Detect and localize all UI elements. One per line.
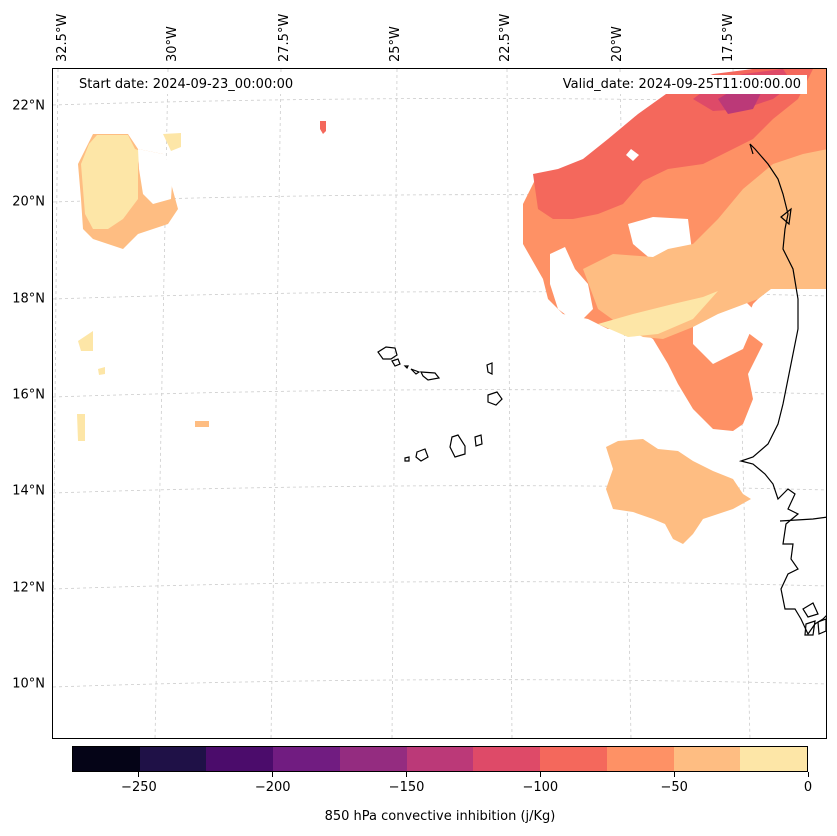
island-santo-antao [377,346,398,360]
lon-label: 25°W [388,26,403,62]
parallel-line [53,98,826,106]
island-maio [474,434,483,447]
cin-patch [163,133,181,151]
island-sal [486,362,493,375]
colorbar-tick [272,772,274,777]
map-panel[interactable] [52,68,827,739]
cin-patch [195,421,209,427]
lon-label: 30°W [165,26,180,62]
cin-patch [320,121,326,134]
colorbar-tick-label: −250 [121,780,157,795]
colorbar-swatch [406,747,474,771]
lat-label: 20°N [12,194,45,210]
island-boa-vista [487,391,503,406]
island-sao-vicente [391,358,401,367]
colorbar-tick-label: 0 [803,780,813,795]
cin-patch [77,414,85,441]
meridian-line [53,69,59,673]
gambia-river [779,516,826,522]
cin-gap [626,149,639,161]
colorbar-swatch [473,747,541,771]
parallel-line [53,581,826,590]
colorbar-swatch [606,747,674,771]
parallel-line [53,389,826,398]
coastlines [377,143,826,636]
colorbar-swatch [540,747,607,771]
lat-label: 22°N [12,98,45,114]
island-sao-nicolau [410,368,421,375]
colorbar-tick-label: −200 [254,780,291,795]
lat-label: 10°N [12,676,45,692]
cin-band-light [583,149,826,339]
island-fogo [415,448,429,462]
parallel-line [53,485,826,494]
lon-label: 22.5°W [498,13,513,62]
colorbar-swatch [673,747,741,771]
start-date-label: Start date: 2024-09-23_00:00:00 [73,75,300,94]
colorbar-tick [807,772,809,777]
lon-label: 17.5°W [721,13,736,62]
cin-region-west-inner [81,135,141,229]
colorbar-title: 850 hPa convective inhibition (j/Kg) [324,809,556,824]
west-africa-coastline [738,143,826,636]
colorbar-tick [406,772,408,777]
map-canvas [53,69,826,738]
meridian-line [506,69,513,738]
cin-contours [77,69,826,544]
cin-region-south-outer [606,439,751,544]
lat-label: 14°N [12,483,45,499]
coast-island [817,618,826,635]
parallel-line [53,679,826,688]
meridian-line [154,69,169,738]
coast-island [804,620,816,636]
lon-label: 20°W [610,26,625,62]
colorbar-tick [539,772,541,777]
lat-label: 12°N [12,580,45,596]
island-santiago [449,434,466,458]
colorbar-tick-label: −100 [522,780,559,795]
colorbar-swatch [73,747,140,771]
coast-inlet [780,207,792,226]
colorbar [72,746,808,772]
colorbar-tick [138,772,140,777]
coast-island [802,602,819,618]
colorbar-swatch [206,747,274,771]
meridian-line [619,69,632,738]
meridian-line [391,69,398,738]
cin-gap [138,149,173,204]
colorbar-swatch [339,747,407,771]
lon-label: 27.5°W [277,13,292,62]
meridian-line [732,69,751,738]
meridian-line [270,69,282,738]
colorbar-tick-label: −150 [388,780,425,795]
parallel-line [53,291,826,300]
colorbar-tick-label: −50 [660,780,688,795]
colorbar-tick [673,772,675,777]
colorbar-swatch [740,747,808,771]
valid-date-label: Valid_date: 2024-09-25T11:00:00.00 [556,75,807,94]
island-santa-luzia [403,365,409,370]
colorbar-swatch [273,747,340,771]
lat-label: 18°N [12,291,45,307]
lon-label: 32.5°W [55,13,70,62]
cin-gap [550,247,593,324]
island-sao-nicolau-east [419,371,441,381]
lat-label: 16°N [12,387,45,403]
cin-patch [78,331,93,351]
colorbar-swatch [139,747,207,771]
island-brava [404,456,410,462]
cin-patch [98,367,105,375]
cin-band-lightest [598,291,718,337]
